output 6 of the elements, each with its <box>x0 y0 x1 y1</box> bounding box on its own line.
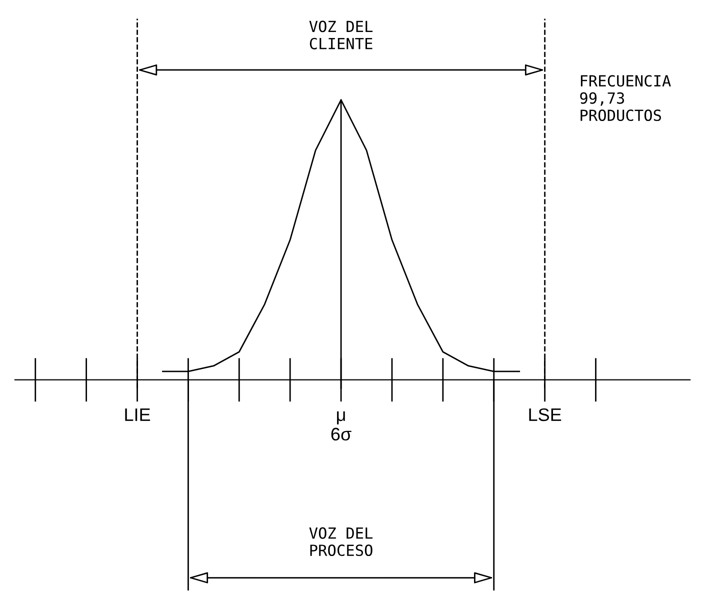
text: LSE <box>529 408 562 422</box>
text: LIE <box>125 408 150 421</box>
annotation: FRECUENCIA 99,73 PRODUCTOS <box>580 75 671 122</box>
text: VOZ DEL CLIENTE <box>309 20 373 50</box>
text: VOZ DEL PROCESO <box>309 527 373 556</box>
text: μ 6σ <box>331 411 352 441</box>
